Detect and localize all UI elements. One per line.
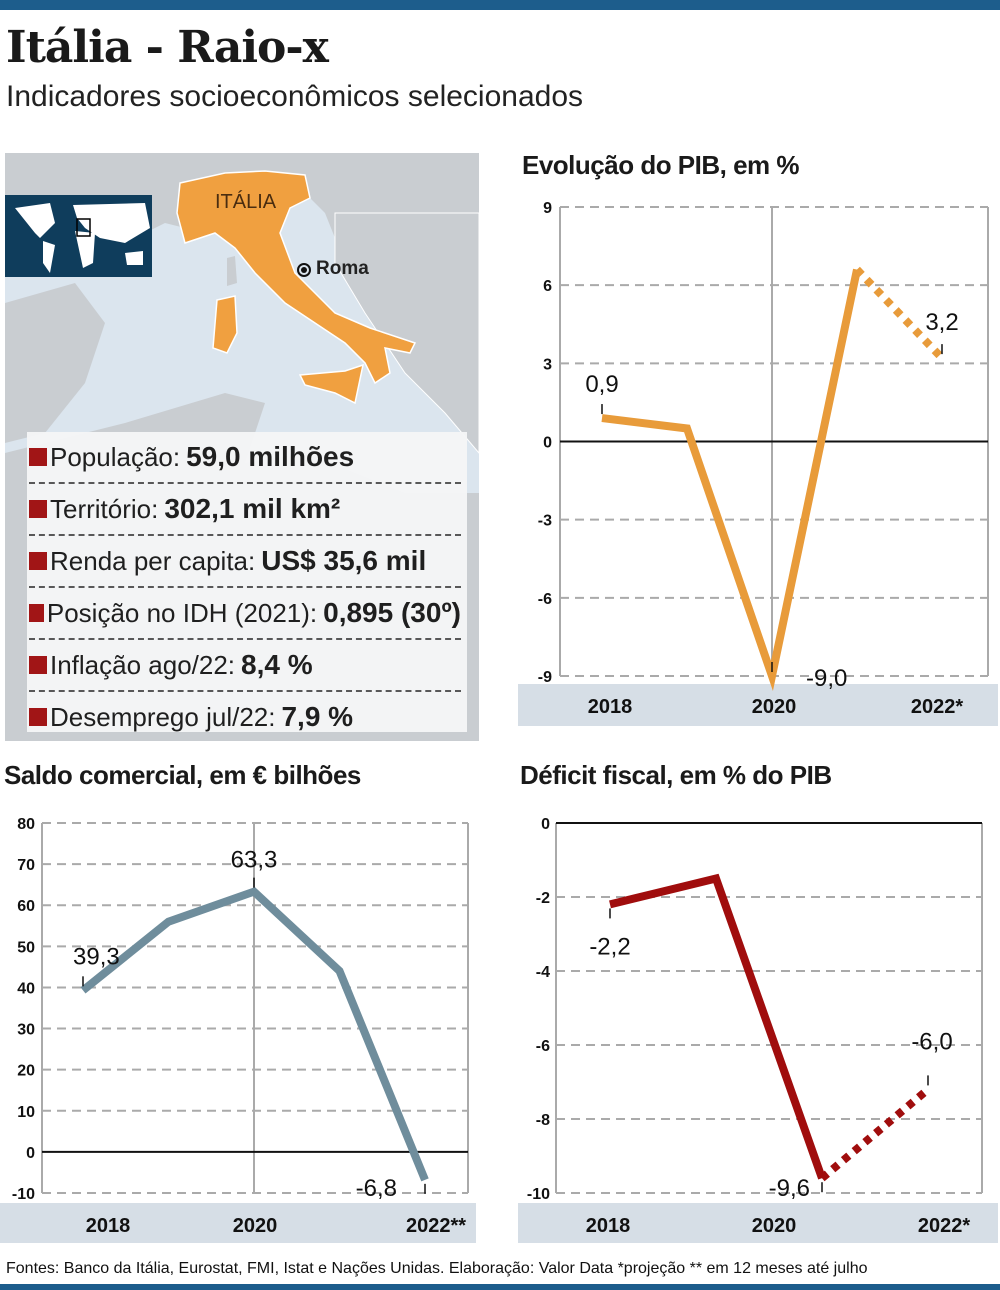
trade-data-label: -6,8: [356, 1175, 397, 1202]
sources-footnote: Fontes: Banco da Itália, Eurostat, FMI, …: [6, 1260, 868, 1277]
rome-dot: [301, 267, 307, 273]
fact-row: Posição no IDH (2021): 0,895 (30º): [29, 588, 461, 640]
fact-row: Renda per capita: US$ 35,6 mil: [29, 536, 461, 588]
deficit-xtick-label: 2018: [586, 1215, 631, 1237]
fact-value: 59,0 milhões: [186, 441, 355, 472]
bullet-square-icon: [29, 448, 47, 466]
trade-xaxis-band: [0, 1203, 476, 1243]
deficit-ytick-label: -6: [536, 1038, 550, 1055]
pib-ytick-label: -6: [538, 591, 552, 608]
trade-xtick-label: 2022**: [406, 1215, 466, 1237]
inset-locator-box: [76, 218, 91, 237]
fact-value: 8,4 %: [241, 649, 313, 680]
deficit-chart-title: Déficit fiscal, em % do PIB: [520, 760, 832, 790]
deficit-xtick-label: 2022*: [918, 1215, 970, 1237]
page-subtitle: Indicadores socioeconômicos selecionados: [6, 80, 584, 113]
pib-projection-line: [854, 266, 945, 361]
fact-row: Território: 302,1 mil km²: [29, 484, 461, 536]
pib-ytick-label: 6: [543, 278, 552, 295]
fact-value: US$ 35,6 mil: [261, 545, 427, 576]
pib-xaxis-band: [518, 684, 998, 726]
pib-ytick-label: -3: [538, 513, 552, 530]
facts-box: População: 59,0 milhões Território: 302,1 …: [27, 432, 467, 732]
sardinia-shape: [212, 295, 238, 354]
deficit-xaxis-band: [518, 1203, 998, 1243]
fact-label: Território:: [50, 493, 159, 524]
pib-xtick-label: 2018: [588, 696, 633, 718]
fact-row: Inflação ago/22: 8,4 %: [29, 640, 461, 692]
deficit-ytick-label: -10: [527, 1186, 550, 1203]
deficit-xtick-label: 2020: [752, 1215, 797, 1237]
fact-value: 302,1 mil km²: [164, 493, 341, 524]
bottom-rule: [0, 1284, 1000, 1290]
trade-ytick-label: 80: [17, 816, 35, 833]
page-title: Itália - Raio-x: [6, 22, 329, 73]
pib-ytick-label: 9: [543, 200, 552, 217]
map-capital-label: Roma: [316, 258, 369, 279]
fact-label: Renda per capita:: [50, 545, 256, 576]
pib-chart-title: Evolução do PIB, em %: [522, 150, 800, 180]
trade-ytick-label: 10: [17, 1104, 35, 1121]
map-country-label: ITÁLIA: [215, 191, 277, 213]
fact-label: População:: [50, 441, 181, 472]
bullet-square-icon: [29, 552, 47, 570]
pib-xtick-label: 2020: [752, 696, 797, 718]
trade-ytick-label: 40: [17, 980, 35, 997]
deficit-ytick-label: -2: [536, 890, 550, 907]
top-rule: [0, 0, 1000, 10]
pib-ytick-label: -9: [538, 669, 552, 686]
deficit-projection-line: [819, 1086, 931, 1182]
deficit-ytick-label: 0: [541, 816, 550, 833]
pib-data-label: 3,2: [925, 309, 958, 336]
deficit-data-label: -9,6: [769, 1175, 810, 1202]
bullet-square-icon: [29, 656, 47, 674]
deficit-series-line: [609, 873, 826, 1180]
sicily-shape: [298, 363, 365, 405]
pib-xtick-label: 2022*: [911, 696, 963, 718]
trade-xtick-label: 2020: [233, 1215, 278, 1237]
trade-ytick-label: 30: [17, 1022, 35, 1039]
trade-xtick-label: 2018: [86, 1215, 131, 1237]
trade-ytick-label: -10: [12, 1186, 35, 1203]
deficit-data-label: -2,2: [589, 933, 630, 960]
trade-data-label: 63,3: [231, 847, 278, 874]
bullet-square-icon: [29, 604, 44, 622]
pib-data-label: 0,9: [585, 371, 618, 398]
trade-data-label: 39,3: [73, 943, 120, 970]
deficit-data-label: -6,0: [911, 1028, 952, 1055]
fact-label: Posição no IDH (2021):: [46, 597, 318, 628]
fact-label: Desemprego jul/22:: [50, 701, 276, 732]
pib-ytick-label: 0: [543, 435, 552, 452]
italy-shape: [176, 170, 417, 385]
fact-value: 7,9 %: [281, 701, 354, 732]
trade-ytick-label: 60: [17, 898, 35, 915]
trade-ytick-label: 20: [17, 1063, 35, 1080]
bullet-square-icon: [29, 708, 47, 726]
land-balkans: [334, 212, 479, 454]
rome-marker: [297, 263, 311, 277]
pib-data-label: -9,0: [806, 665, 847, 692]
fact-label: Inflação ago/22:: [50, 649, 236, 680]
pib-series-line: [601, 268, 861, 692]
deficit-ytick-label: -4: [536, 964, 550, 981]
trade-ytick-label: 70: [17, 857, 35, 874]
inset-continents: [15, 203, 150, 273]
bullet-square-icon: [29, 500, 47, 518]
deficit-ytick-label: -8: [536, 1112, 550, 1129]
fact-row: População: 59,0 milhões: [29, 432, 461, 484]
trade-ytick-label: 0: [26, 1145, 35, 1162]
fact-value: 0,895 (30º): [323, 597, 461, 628]
trade-chart-title: Saldo comercial, em € bilhões: [4, 760, 361, 790]
fact-row: Desemprego jul/22: 7,9 %: [29, 692, 461, 742]
land-iberia: [5, 283, 105, 443]
corsica-shape: [227, 256, 237, 286]
trade-ytick-label: 50: [17, 939, 35, 956]
pib-ytick-label: 3: [543, 356, 552, 373]
